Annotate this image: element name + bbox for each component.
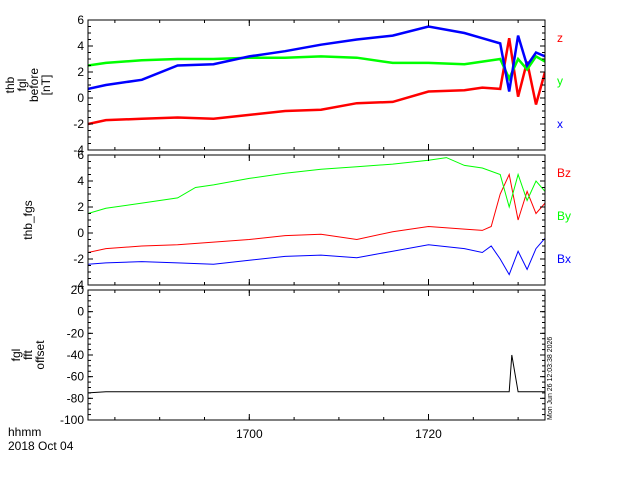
series-line-by bbox=[88, 157, 545, 214]
y-axis-label: thb bbox=[3, 76, 17, 93]
x-tick-label: 1700 bbox=[236, 427, 263, 441]
y-axis-label: fgl bbox=[15, 79, 29, 92]
x-tick-label: 1720 bbox=[415, 427, 442, 441]
series-line-x bbox=[88, 25, 545, 92]
y-tick-label: 6 bbox=[77, 13, 84, 27]
y-tick-label: -2 bbox=[73, 117, 84, 131]
y-tick-label: -60 bbox=[67, 370, 85, 384]
legend-label-y: y bbox=[557, 74, 563, 88]
y-axis-label: fft bbox=[21, 349, 35, 359]
panel-series-group bbox=[88, 25, 545, 126]
y-axis-label: offset bbox=[33, 340, 47, 370]
legend-label-z: z bbox=[557, 31, 563, 45]
y-tick-label: -80 bbox=[67, 391, 85, 405]
y-axis-label: before bbox=[27, 68, 41, 102]
series-line-y bbox=[88, 54, 545, 82]
y-tick-label: 4 bbox=[77, 174, 84, 188]
y-axis-label: [nT] bbox=[39, 75, 53, 96]
x-axis-label-date: 2018 Oct 04 bbox=[8, 439, 74, 453]
legend-label-by: By bbox=[557, 209, 571, 223]
x-axis-label-hhmm: hhmm bbox=[8, 425, 41, 439]
panel-series-group bbox=[88, 157, 545, 276]
y-tick-label: 2 bbox=[77, 200, 84, 214]
y-tick-label: -100 bbox=[60, 413, 84, 427]
legend-label-bx: Bx bbox=[557, 252, 571, 266]
panel-frame bbox=[87, 19, 546, 151]
y-tick-label: 0 bbox=[77, 305, 84, 319]
y-tick-label: -2 bbox=[73, 252, 84, 266]
legend-label-bz: Bz bbox=[557, 166, 571, 180]
panels-group: -4-20246thbfglbefore[nT]zyx-4-20246thb_f… bbox=[3, 13, 571, 441]
series-line-bz bbox=[88, 172, 545, 253]
y-tick-label: 20 bbox=[71, 283, 85, 297]
y-tick-label: -4 bbox=[73, 278, 84, 292]
series-line-z bbox=[88, 37, 545, 126]
y-tick-label: 0 bbox=[77, 91, 84, 105]
y-tick-label: 4 bbox=[77, 39, 84, 53]
timestamp-label: Mon Jun 26 12:03:38 2026 bbox=[547, 337, 554, 420]
series-line-offset bbox=[88, 354, 545, 394]
panel-middle: -4 -2 0 2 4 6 thb_fgs Bz By Bx bbox=[21, 148, 571, 292]
legend-label-x: x bbox=[557, 117, 563, 131]
y-tick-label: 2 bbox=[77, 65, 84, 79]
y-tick-label: 0 bbox=[77, 226, 84, 240]
panel-series-group bbox=[88, 354, 545, 394]
panel-frame bbox=[87, 154, 546, 286]
series-line-bx bbox=[88, 237, 545, 276]
y-tick-label: -20 bbox=[67, 326, 85, 340]
y-tick-label: -4 bbox=[73, 143, 84, 157]
y-axis-label: thb_fgs bbox=[21, 200, 35, 239]
y-tick-label: -40 bbox=[67, 348, 85, 362]
panel-frame bbox=[87, 289, 546, 421]
y-tick-label: 6 bbox=[77, 148, 84, 162]
y-axis-label: fgl bbox=[9, 349, 23, 362]
